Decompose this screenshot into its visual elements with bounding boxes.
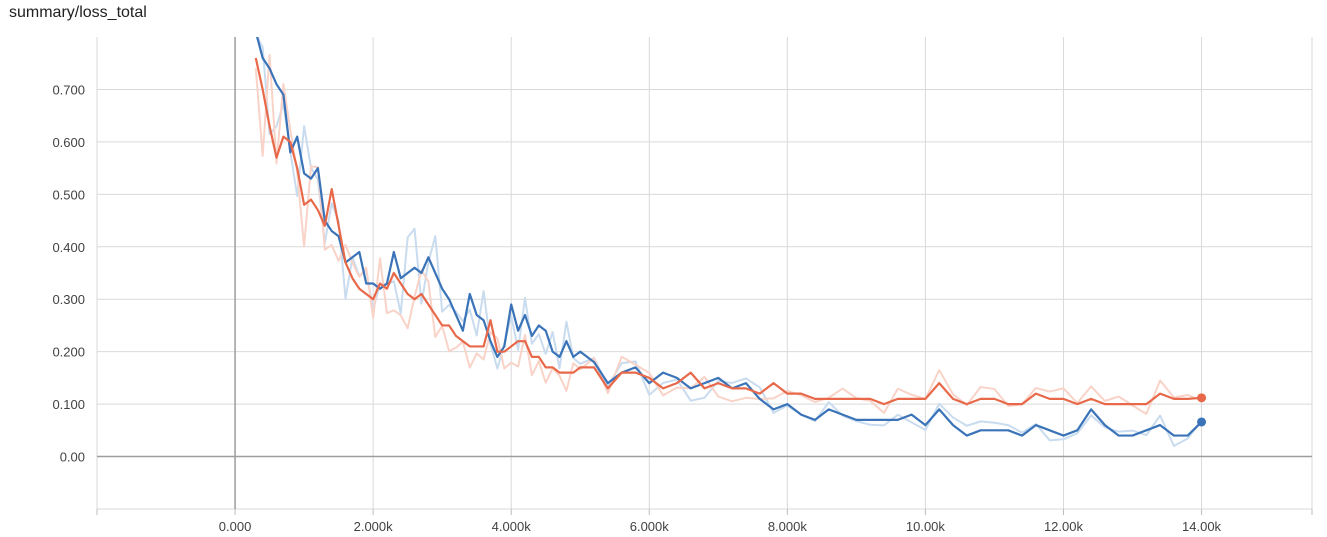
- y-tick-label: 0.500: [52, 187, 85, 202]
- end-markers: [1197, 393, 1207, 427]
- series-line: [254, 57, 1202, 406]
- x-tick-label: 12.00k: [1044, 519, 1084, 534]
- y-tick-label: 0.600: [52, 135, 85, 150]
- raw-series: [254, 37, 1203, 447]
- y-tick-label: 0.400: [52, 240, 85, 255]
- y-tick-label: 0.100: [52, 397, 85, 412]
- x-tick-label: 8.000k: [768, 519, 808, 534]
- y-tick-label: 0.00: [60, 450, 85, 465]
- chart-title: summary/loss_total: [9, 4, 147, 21]
- x-tick-label: 14.00k: [1182, 519, 1222, 534]
- series-end-point: [1197, 393, 1207, 403]
- raw-series-line: [256, 37, 1203, 447]
- axes: [96, 37, 1313, 515]
- series-line: [256, 37, 1203, 437]
- series-end-point: [1197, 417, 1207, 427]
- x-tick-label: 6.000k: [630, 519, 670, 534]
- x-tick-label: 10.00k: [906, 519, 946, 534]
- grid: [96, 37, 1313, 510]
- tick-labels: 0.000 2.000k 4.000k 6.000k 8.000k 10.00k 12.00…: [52, 82, 1221, 534]
- y-tick-label: 0.300: [52, 292, 85, 307]
- x-tick-label: 2.000k: [354, 519, 394, 534]
- x-tick-label: 4.000k: [492, 519, 532, 534]
- x-tick-label: 0.000: [219, 519, 252, 534]
- raw-series-line: [254, 53, 1202, 415]
- y-tick-label: 0.200: [52, 345, 85, 360]
- y-tick-label: 0.700: [52, 82, 85, 97]
- smoothed-series: [254, 37, 1203, 437]
